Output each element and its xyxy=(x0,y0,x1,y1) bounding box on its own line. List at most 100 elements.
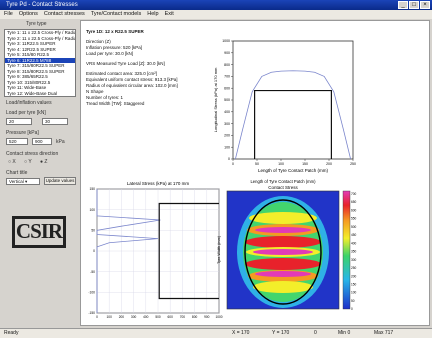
menu-contact-stresses[interactable]: Contact stresses xyxy=(43,11,85,17)
tyre-list-item[interactable]: Tyre 4: 12R22.5 SUPER xyxy=(7,46,56,52)
x-axis-label: Length of Tyre Contact Patch (mm) xyxy=(250,179,316,184)
status-bar: Ready X = 170 Y = 170 0 Min 0 Max 717 xyxy=(0,328,432,338)
pressure-label: Pressure [kPa] xyxy=(6,130,39,136)
stress-peak xyxy=(255,227,311,233)
colorbar xyxy=(342,190,351,310)
y-tick-label: 900 xyxy=(224,51,230,55)
stress-peak xyxy=(253,249,313,255)
info-direction: Direction (Z) xyxy=(86,39,111,44)
load-field[interactable]: 30 xyxy=(42,118,68,125)
tyre-list-item[interactable]: Tyre 3: 11R22.5 SUPER xyxy=(7,41,56,46)
heatmap-field xyxy=(237,196,329,308)
stress-band xyxy=(253,281,313,293)
menu-exit[interactable]: Exit xyxy=(164,11,174,17)
contact-outline xyxy=(244,199,322,305)
y-tick-label: 200 xyxy=(224,134,230,138)
radio-y[interactable]: ○ Y xyxy=(24,159,32,165)
x-tick-label: 800 xyxy=(192,315,198,319)
minimize-button[interactable]: _ xyxy=(398,1,408,9)
tyre-list-item[interactable]: Tyre 9: 385/65R22.5 xyxy=(7,74,48,79)
contact-stress-heatmap: Length of Tyre Contact Patch (mm)Contact… xyxy=(217,179,357,311)
maximize-button[interactable]: □ xyxy=(409,1,419,9)
pressure-field[interactable]: 520 xyxy=(6,138,28,145)
stress-band xyxy=(249,212,317,224)
colorbar-tick-label: 600 xyxy=(351,208,357,212)
window-title: Tyre Pd - Contact Stresses xyxy=(6,2,78,8)
status-text: Ready xyxy=(4,330,19,336)
menu-tyre-models[interactable]: Tyre/Contact models xyxy=(90,11,142,17)
tyre-list[interactable]: Tyre 1: 11 x 22.5 Cross-Ply / Radial Tyre… xyxy=(4,29,76,97)
colorbar-tick-label: 100 xyxy=(351,291,357,295)
menu-help[interactable]: Help xyxy=(147,11,159,17)
window-controls: _ □ × xyxy=(398,1,430,9)
tyre-list-item[interactable]: Tyre 6: 11R22.5 M788 xyxy=(5,57,75,63)
colorbar-tick-label: 300 xyxy=(351,258,357,262)
y-tick-label: 100 xyxy=(89,208,95,212)
pressure-max-field[interactable]: 900 xyxy=(32,138,52,145)
tyre-list-item[interactable]: Tyre 1: 11 x 22.5 Cross-Ply / Radial xyxy=(7,30,76,35)
y-tick-label: 300 xyxy=(224,122,230,126)
y-tick-label: 1000 xyxy=(222,39,230,43)
close-button[interactable]: × xyxy=(420,1,430,9)
x-tick-label: 0 xyxy=(232,162,234,166)
radio-z[interactable]: ● Z xyxy=(40,159,48,165)
chart-select-value: Vertical xyxy=(9,179,24,184)
main-panel: Tyre 1D: 12 x R22.5 SUPER Direction (Z) … xyxy=(80,20,430,326)
menu-options[interactable]: Options xyxy=(18,11,38,17)
y-tick-label: 100 xyxy=(224,145,230,149)
colorbar-tick-label: 450 xyxy=(351,233,357,237)
colorbar-tick-label: 700 xyxy=(351,192,357,196)
x-tick-label: 700 xyxy=(180,315,186,319)
tyre-list-item[interactable]: Tyre 11: Wide-Base xyxy=(7,85,47,90)
status-min: Min 0 xyxy=(338,330,351,336)
y-tick-label: -100 xyxy=(88,291,95,295)
info-radius1: Equivalent uniform contact stress: 913.3… xyxy=(86,77,178,82)
x-tick-label: 200 xyxy=(326,162,332,166)
stress-direction-label: Contact stress direction xyxy=(6,151,59,157)
radio-z-label: Z xyxy=(44,159,48,165)
colorbar-tick-label: 650 xyxy=(351,200,357,204)
plot-area xyxy=(232,40,354,160)
load-min-field[interactable]: 20 xyxy=(6,118,32,125)
x-tick-label: 100 xyxy=(278,162,284,166)
chart-select[interactable]: Vertical ▾ xyxy=(6,178,40,185)
tyre-list-item[interactable]: Tyre 7: 315/80R22.5 SUPER xyxy=(7,63,65,68)
x-tick-label: 100 xyxy=(107,315,113,319)
status-y: Y = 170 xyxy=(272,330,290,336)
list-header: Tyre type xyxy=(26,21,47,27)
x-tick-label: 1000 xyxy=(215,315,222,319)
menu-file[interactable]: File xyxy=(4,11,13,17)
tyre-list-item[interactable]: Tyre 12: Wide-Base Dual xyxy=(7,90,58,96)
colorbar-tick-label: 400 xyxy=(351,241,357,245)
csir-logo: CSIR xyxy=(12,216,66,248)
tyre-list-item[interactable]: Tyre 10: 315/80R22.5 xyxy=(7,79,51,85)
title-bar: Tyre Pd - Contact Stresses _ □ × xyxy=(0,0,432,10)
contact-rectangle xyxy=(158,202,219,300)
radio-x[interactable]: ○ X xyxy=(8,159,16,165)
x-tick-label: 200 xyxy=(119,315,125,319)
chevron-down-icon: ▾ xyxy=(25,179,28,184)
radio-x-label: X xyxy=(12,159,16,165)
y-tick-label: 400 xyxy=(224,110,230,114)
x-tick-label: 400 xyxy=(143,315,149,319)
colorbar-tick-label: 200 xyxy=(351,274,357,278)
y-tick-label: 500 xyxy=(224,98,230,102)
stress-band xyxy=(245,236,321,248)
x-tick-label: 50 xyxy=(255,162,259,166)
series-line xyxy=(235,70,351,160)
chart-title-label: Chart title xyxy=(6,170,28,176)
x-tick-label: 300 xyxy=(131,315,137,319)
y-tick-label: 0 xyxy=(93,249,95,253)
tyre-list-item[interactable]: Tyre 2: 11 x 22.5 Cross-Ply / Radial xyxy=(7,35,76,41)
longitudinal-stress-chart: 0 100 200 300 400 500 600 700 800 900 1000 0 50 100 15… xyxy=(213,39,356,173)
y-tick-label: 700 xyxy=(224,75,230,79)
plot-frame xyxy=(226,190,340,310)
info-width: Tread Width [TW]: Staggered xyxy=(86,101,145,106)
tyre-list-item[interactable]: Tyre 8: 315/80R22.5 SUPER xyxy=(7,68,65,74)
tyre-list-item[interactable]: Tyre 5: 315/80 R22.5 xyxy=(7,52,50,57)
update-values-button[interactable]: Update values xyxy=(44,177,76,185)
left-panel: Tyre type Tyre 1: 11 x 22.5 Cross-Ply / … xyxy=(2,20,78,328)
y-axis-label: Longitudinal Stress (kPa) at 170 mm xyxy=(213,67,218,132)
stress-band xyxy=(245,258,321,270)
y-tick-label: -150 xyxy=(88,311,95,315)
